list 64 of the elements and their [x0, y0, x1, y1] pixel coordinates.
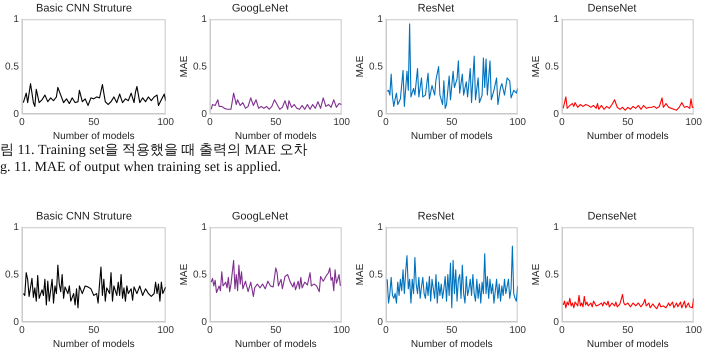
x-tick-label: 100 — [333, 116, 350, 128]
y-tick-label: 1 — [553, 14, 560, 25]
y-tick-label: 1 — [13, 222, 20, 233]
text: g. 11. MAE of output when training set is applied. — [0, 159, 282, 176]
x-tick-label: 50 — [88, 324, 100, 336]
chart-title: ResNet — [418, 210, 454, 223]
y-axis-title: MAE — [530, 55, 542, 78]
x-tick-label: 100 — [685, 324, 702, 336]
y-axis-title: MAE — [354, 55, 366, 78]
chart-title: GoogLeNet — [232, 210, 288, 223]
x-tick-label: 100 — [509, 324, 526, 336]
x-axis-title: Number of models — [52, 130, 135, 142]
y-tick-label: 0 — [377, 108, 384, 120]
chart-title: DenseNet — [588, 2, 636, 15]
chart-title: GoogLeNet — [232, 2, 288, 15]
x-axis-title: Number of models — [586, 130, 669, 142]
x-tick-label: 50 — [622, 116, 634, 128]
y-tick-label: 0.5 — [4, 269, 20, 280]
y-tick-label: 0.5 — [544, 61, 560, 72]
x-axis-title: Number of models — [410, 338, 493, 350]
x-tick-label: 50 — [446, 116, 458, 128]
y-tick-label: 1 — [13, 14, 20, 25]
chart-title: ResNet — [418, 2, 454, 15]
x-tick-label: 50 — [88, 116, 100, 128]
x-tick-label: 50 — [446, 324, 458, 336]
y-tick-label: 0.5 — [368, 269, 384, 280]
chart-title: Basic CNN Struture — [36, 210, 132, 223]
x-tick-label: 100 — [685, 116, 702, 128]
x-tick-label: 100 — [333, 324, 350, 336]
chart-title: DenseNet — [588, 210, 636, 223]
x-axis-title: Number of models — [586, 338, 669, 350]
y-tick-label: 0.5 — [4, 61, 20, 72]
y-tick-label: 0.5 — [368, 61, 384, 72]
x-tick-label: 100 — [157, 324, 174, 336]
x-tick-label: 50 — [270, 116, 282, 128]
x-tick-label: 100 — [509, 116, 526, 128]
y-tick-label: 0 — [553, 108, 560, 120]
x-tick-label: 100 — [157, 116, 174, 128]
y-tick-label: 0.5 — [544, 269, 560, 280]
y-tick-label: 1 — [377, 222, 384, 233]
y-tick-label: 0 — [377, 316, 384, 328]
y-tick-label: 0 — [201, 316, 208, 328]
y-axis-title: MAE — [178, 263, 190, 286]
y-tick-label: 1 — [553, 222, 560, 233]
y-axis-title: MAE — [354, 263, 366, 286]
y-axis-title: MAE — [178, 55, 190, 78]
x-axis-title: Number of models — [234, 130, 317, 142]
y-tick-label: 1 — [377, 14, 384, 25]
y-tick-label: 0 — [201, 108, 208, 120]
x-axis-title: Number of models — [234, 338, 317, 350]
y-tick-label: 0 — [553, 316, 560, 328]
y-axis-title: MAE — [530, 263, 542, 286]
y-tick-label: 0 — [13, 108, 20, 120]
x-axis-title: Number of models — [410, 130, 493, 142]
y-tick-label: 0 — [13, 316, 20, 328]
x-axis-title: Number of models — [52, 338, 135, 350]
y-tick-label: 1 — [201, 14, 208, 25]
y-tick-label: 0.5 — [192, 61, 208, 72]
x-tick-label: 50 — [270, 324, 282, 336]
y-tick-label: 1 — [201, 222, 208, 233]
text: 림 11. Training set을 적용했을 때 출력의 MAE 오차 — [0, 142, 308, 159]
y-tick-label: 0.5 — [192, 269, 208, 280]
x-tick-label: 50 — [622, 324, 634, 336]
chart-title: Basic CNN Struture — [36, 2, 132, 15]
